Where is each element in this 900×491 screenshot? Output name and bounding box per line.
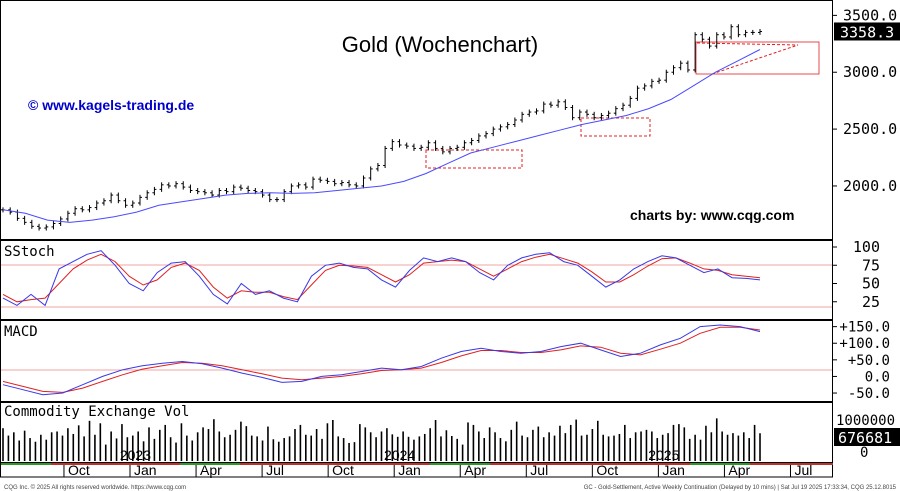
consolidation-box-2025	[580, 117, 651, 137]
volume-tick-label: 1000000	[836, 413, 895, 429]
triangle-box	[695, 41, 820, 75]
moving-average-line	[2, 49, 761, 223]
macd-tick-label: +150.0	[839, 320, 890, 336]
month-label: Apr	[464, 462, 486, 478]
macd-line	[2, 324, 761, 396]
axis-layer: Oct Jan Apr Jul Oct Jan Apr Jul Oct Jan Apr Jul 2023…	[1, 447, 833, 478]
month-label: Oct	[68, 462, 90, 478]
axis-strip-green-2	[180, 463, 240, 465]
volume-zero-label: 0	[860, 445, 868, 461]
month-label: Jul	[530, 462, 548, 478]
month-label: Oct	[332, 462, 354, 478]
month-label: Apr	[200, 462, 222, 478]
consolidation-box-2024	[425, 149, 523, 169]
macd-panel	[0, 320, 833, 402]
month-label: Jan	[662, 462, 685, 478]
macd-title: MACD	[4, 324, 38, 340]
axis-strip-green-4	[690, 463, 750, 465]
footer-left: CQG Inc. © 2025 All rights reserved worl…	[4, 484, 186, 491]
last-volume-label: 676681	[838, 429, 892, 447]
macd-tick-label: -50.0	[848, 386, 890, 402]
macd-layer: +150.0+100.0+50.00.0-50.0	[2, 320, 890, 402]
triangle-upper-line	[696, 42, 799, 46]
year-label: 2023	[120, 447, 151, 463]
macd-tick-label: +50.0	[848, 353, 890, 369]
last-price-label: 3358.3	[840, 23, 894, 41]
month-label: Oct	[596, 462, 618, 478]
source-text: charts by: www.cqg.com	[630, 207, 794, 223]
copyright-text: © www.kagels-trading.de	[28, 97, 194, 113]
month-label: Jan	[398, 462, 421, 478]
stoch-d-line	[2, 253, 761, 303]
triangle-lower-line	[711, 44, 799, 75]
axis-strip-red	[1, 463, 833, 465]
last-volume-label-bg	[834, 428, 900, 446]
month-label: Apr	[728, 462, 750, 478]
price-layer: 3500.0 3000.0 2500.0 2000.0 3358.3	[1, 6, 900, 231]
month-label: Jul	[794, 462, 812, 478]
year-label: 2024	[384, 447, 415, 463]
axis-strip-green-3	[430, 463, 490, 465]
price-tick-label: 2000.0	[843, 177, 897, 195]
stoch-tick-label: 75	[862, 256, 880, 274]
year-label: 2025	[648, 447, 679, 463]
stoch-tick-label: 50	[862, 275, 880, 293]
stoch-tick-label: 100	[853, 238, 880, 256]
stoch-tick-label: 25	[862, 293, 880, 311]
macd-tick-label: 0.0	[865, 369, 890, 385]
price-panel	[0, 0, 833, 240]
month-label: Jan	[134, 462, 157, 478]
stoch-k-line	[2, 250, 761, 307]
stoch-title: SStoch	[4, 244, 55, 260]
macd-tick-label: +100.0	[839, 336, 890, 352]
volume-title: Commodity Exchange Vol	[4, 404, 189, 420]
price-tick-label: 3000.0	[843, 63, 897, 81]
price-tick-label: 3500.0	[843, 6, 897, 24]
axis-strip-green-1	[1, 463, 51, 465]
price-tick-label: 2500.0	[843, 120, 897, 138]
footer-right: GC - Gold-Settlement, Active Weekly Cont…	[584, 485, 897, 491]
stochastic-panel	[0, 240, 833, 320]
chart-title: Gold (Wochenchart)	[342, 32, 538, 57]
month-label: Jul	[266, 462, 284, 478]
last-price-label-bg	[834, 22, 900, 41]
